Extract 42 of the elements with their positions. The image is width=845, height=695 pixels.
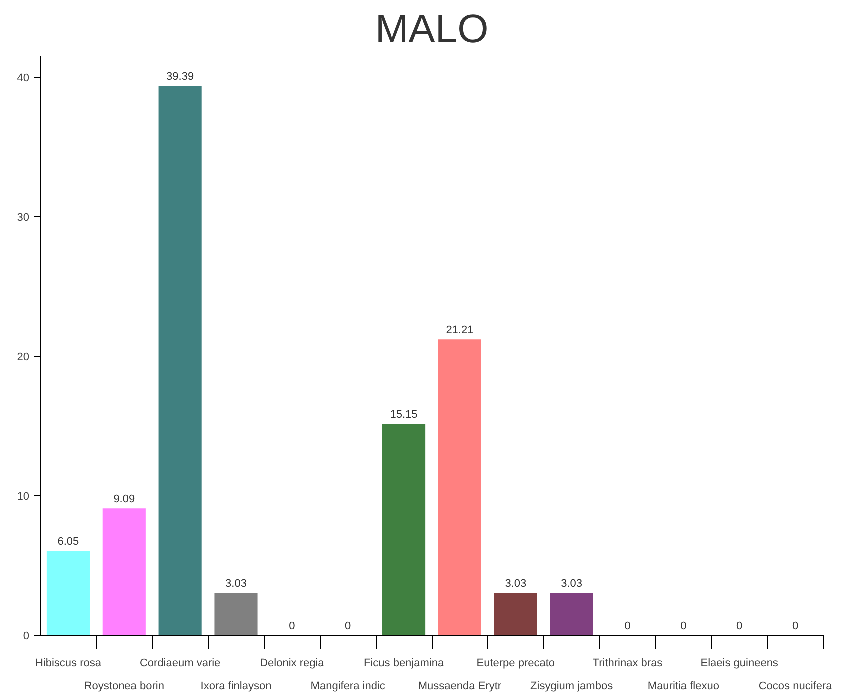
bar <box>550 593 594 636</box>
x-tick-label: Ficus benjamina <box>364 658 445 670</box>
x-tick-label: Ixora finlayson <box>200 680 272 692</box>
data-label: 39.39 <box>166 70 194 83</box>
data-label: 6.05 <box>58 536 80 548</box>
bar <box>438 340 482 636</box>
y-tick-label: 20 <box>17 351 30 364</box>
data-label: 15.15 <box>390 409 418 422</box>
x-tick-label: Delonix regia <box>260 658 326 670</box>
data-label: 3.03 <box>226 578 247 590</box>
x-tick-label: Mangifera indic <box>310 680 386 692</box>
bar <box>382 424 426 636</box>
y-tick-label: 10 <box>17 490 30 503</box>
data-label: 0 <box>289 620 296 632</box>
bar <box>102 508 146 636</box>
data-label: 0 <box>736 620 743 632</box>
data-label: 3.03 <box>561 578 583 590</box>
x-tick-label: Cordiaeum varie <box>140 658 221 670</box>
data-label: 0 <box>345 620 352 632</box>
x-tick-label: Mauritia flexuo <box>648 680 720 692</box>
y-tick-label: 40 <box>17 72 30 84</box>
x-tick-label: Mussaenda Erytr <box>418 680 502 692</box>
bar <box>214 593 258 636</box>
chart-title: MALO <box>375 8 489 52</box>
x-tick-label: Roystonea borin <box>84 680 164 692</box>
data-label: 0 <box>624 620 631 632</box>
x-tick-label: Zisygium jambos <box>530 680 614 692</box>
x-tick-label: Elaeis guineens <box>700 658 779 670</box>
x-tick-label: Hibiscus rosa <box>35 658 102 670</box>
data-label: 21.21 <box>446 324 474 337</box>
y-tick-label: 0 <box>23 630 30 642</box>
x-tick-label: Trithrinax bras <box>592 658 664 670</box>
x-tick-label: Cocos nucifera <box>758 680 834 692</box>
data-label: 3.03 <box>505 578 527 590</box>
y-tick-label: 30 <box>17 212 30 224</box>
data-label: 0 <box>792 620 799 632</box>
data-label: 0 <box>680 620 687 632</box>
bar <box>46 551 90 636</box>
bar <box>158 86 202 636</box>
bar <box>494 593 538 636</box>
data-label: 9.09 <box>114 494 136 506</box>
x-tick-label: Euterpe precato <box>476 658 556 670</box>
